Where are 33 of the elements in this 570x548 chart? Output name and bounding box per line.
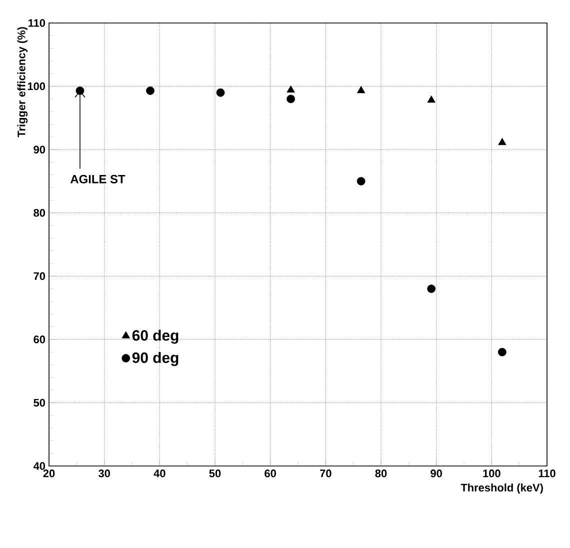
y-tick-label: 110: [28, 19, 46, 27]
x-tick-label: 60: [264, 470, 276, 478]
x-axis-title: Threshold (keV): [460, 483, 543, 494]
annotation: AGILE ST: [70, 174, 126, 184]
x-tick-label: 20: [43, 470, 55, 478]
point: [356, 177, 366, 186]
point: [286, 94, 295, 104]
legend-label: 90 deg: [132, 352, 178, 366]
x-tick-label: 100: [483, 470, 500, 478]
y-axis-title: Trigger efficiency (%): [17, 27, 28, 138]
y-tick-label: 50: [34, 398, 46, 407]
point: [286, 85, 295, 93]
point: [498, 138, 506, 146]
x-tick-label: 70: [320, 470, 332, 478]
point: [498, 348, 506, 356]
y-tick-label: 80: [34, 208, 46, 217]
point: [216, 88, 225, 97]
y-tick-label: 100: [28, 82, 46, 90]
point: [357, 86, 366, 94]
y-tick-label: 70: [34, 272, 46, 280]
legend-label: 60 deg: [132, 330, 178, 344]
y-tick-label: 90: [34, 146, 46, 154]
y-tick-label: 60: [34, 336, 46, 344]
y-tick-label: 40: [33, 462, 46, 470]
x-tick-label: 40: [154, 470, 166, 478]
x-tick-label: 50: [209, 470, 221, 478]
point: [427, 284, 436, 293]
x-tick-label: 110: [538, 470, 556, 478]
point: [427, 96, 436, 103]
x-tick-label: 90: [430, 470, 442, 478]
point: [146, 86, 154, 95]
x-tick-label: 80: [375, 470, 387, 478]
x-tick-label: 30: [98, 470, 110, 478]
